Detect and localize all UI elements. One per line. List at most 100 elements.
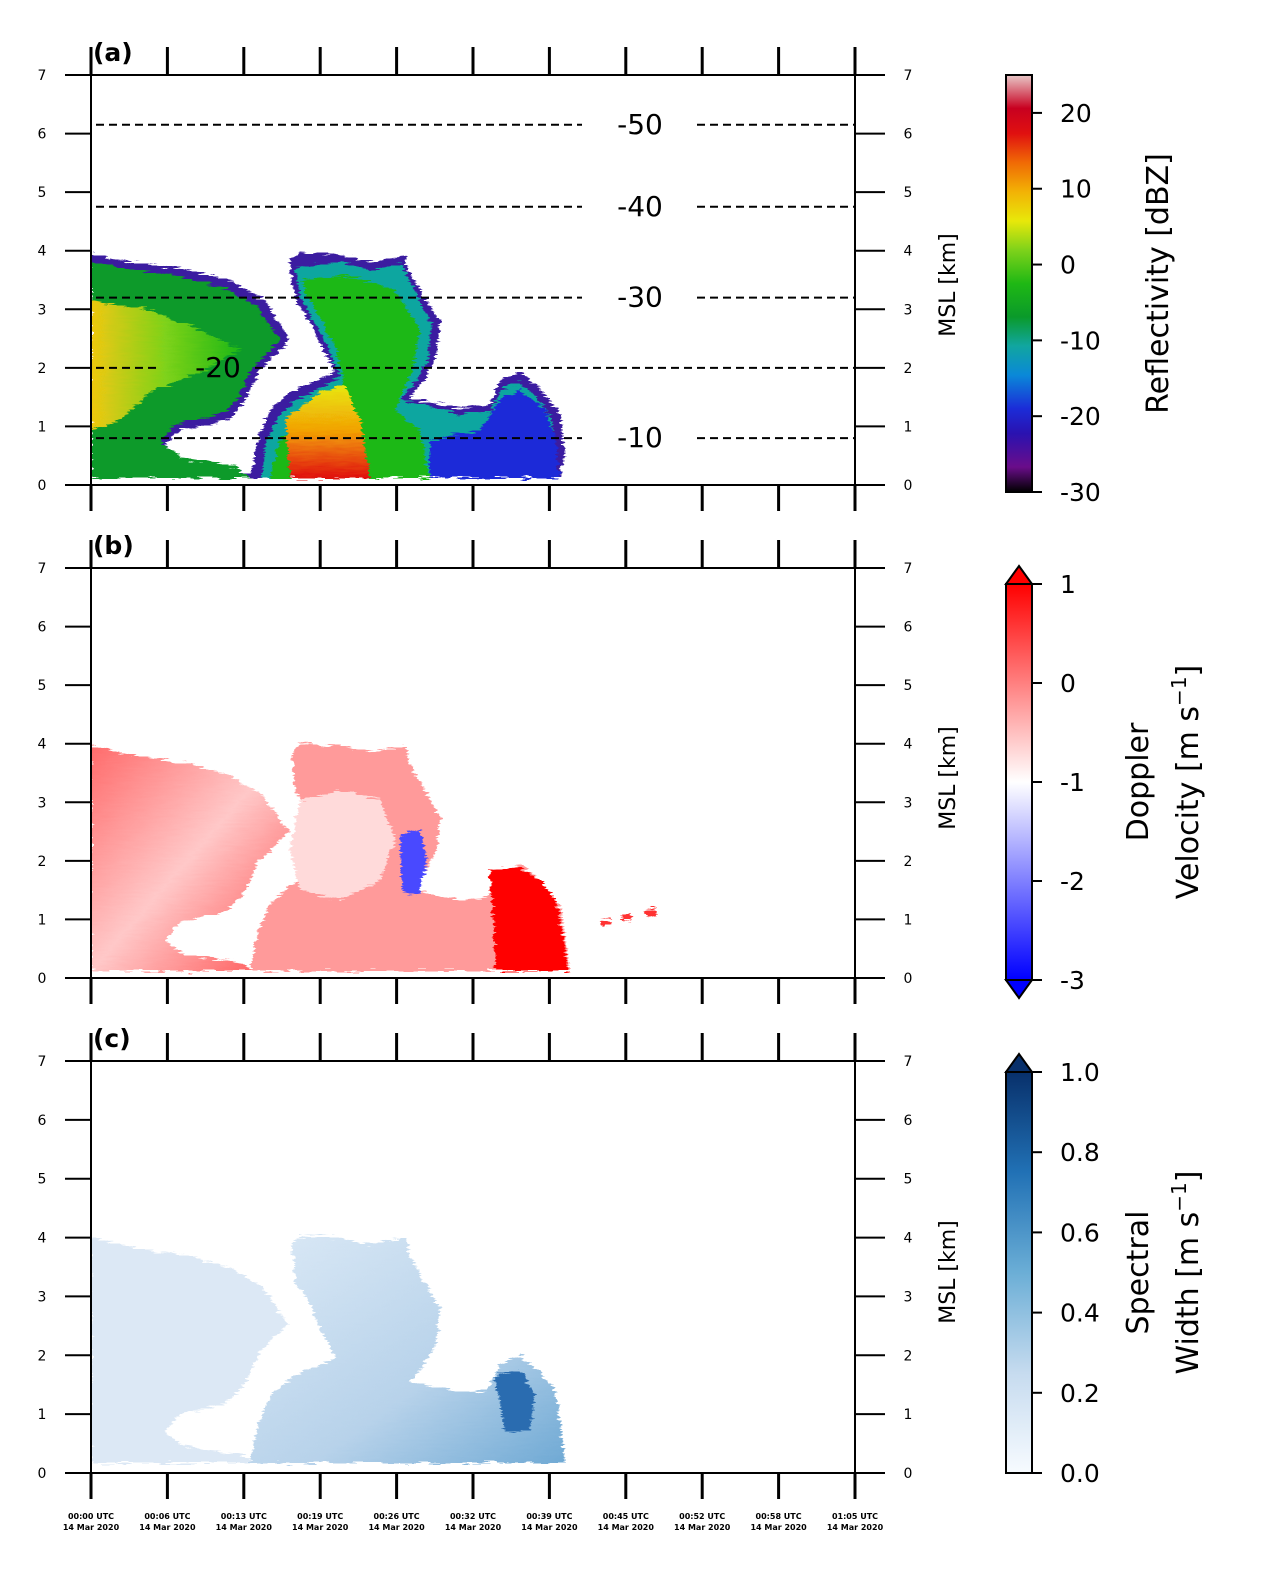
y-tick-label-left: 3 [38,302,47,318]
y-tick-label-left: 5 [38,1172,47,1188]
colorbar-tick-label: 1 [1060,570,1076,599]
y-tick-label-left: 4 [38,244,47,260]
y-tick-label-right: 2 [904,854,913,870]
y-tick-label-right: 7 [904,1054,913,1070]
colorbar-tick-label: 0.0 [1060,1459,1100,1488]
x-tick-label-time: 00:13 UTC [221,1512,267,1521]
colorbar-tick-label: 0.2 [1060,1379,1100,1408]
x-tick-label-time: 00:19 UTC [297,1512,343,1521]
panel-a-echo [91,252,565,478]
y-tick-label-left: 3 [38,1289,47,1305]
y-tick-label-right: 2 [904,1348,913,1364]
y-tick-label-right: 4 [904,737,913,753]
x-tick-label-date: 14 Mar 2020 [827,1523,884,1532]
y-tick-label-left: 2 [38,854,47,870]
y-tick-label-left: 0 [38,478,47,494]
y-tick-label-left: 7 [38,68,47,84]
echo-b-scatter [600,908,657,927]
y-tick-label-left: 0 [38,971,47,987]
colorbar-tick-label: -1 [1060,768,1085,797]
colorbar-label-line2: Width [m s−1] [1167,1171,1206,1375]
colorbar-tick-label: -30 [1060,478,1101,507]
panel-label: (b) [93,531,134,560]
y-tick-label-left: 0 [38,1466,47,1482]
y-tick-label-left: 7 [38,561,47,577]
y-tick-label-left: 6 [38,620,47,636]
isotherm-label: -10 [617,421,663,454]
y-tick-label-right: 2 [904,361,913,377]
axes-layer: 0 01 12 23 34 45 56 67 7(a)MSL [km]-30-20-100102… [38,38,1206,1532]
y-tick-label-right: 3 [904,302,913,318]
x-tick-label-date: 14 Mar 2020 [368,1523,425,1532]
y-tick-label-right: 0 [904,1466,913,1482]
y-axis-label: MSL [km] [936,1220,961,1324]
y-tick-label-right: 0 [904,478,913,494]
y-tick-label-right: 1 [904,419,913,435]
y-tick-label-right: 4 [904,1231,913,1247]
colorbar-tick-label: -2 [1060,867,1085,896]
echo-c-dark-patch [495,1370,535,1432]
colorbar-tick-label: 0 [1060,251,1076,280]
y-axis-label: MSL [km] [936,233,961,337]
x-tick-label-time: 00:06 UTC [144,1512,190,1521]
echo-b-mid-light [290,790,395,900]
y-tick-label-left: 1 [38,912,47,928]
y-axis-label: MSL [km] [936,726,961,830]
y-tick-label-left: 3 [38,795,47,811]
colorbar-extend-max [1004,1052,1034,1073]
x-tick-label-date: 14 Mar 2020 [445,1523,502,1532]
y-tick-label-right: 7 [904,561,913,577]
x-tick-label-time: 00:52 UTC [679,1512,725,1521]
isotherm-label: -20 [195,351,241,384]
echo-b-left [91,746,288,971]
colorbar-tick-label: -3 [1060,966,1085,995]
x-tick-label-time: 00:00 UTC [68,1512,114,1521]
x-tick-label-date: 14 Mar 2020 [292,1523,349,1532]
colorbar-label-line1: Spectral [1121,1211,1156,1335]
colorbar-label: Reflectivity [dBZ] [1141,153,1176,414]
echo-a-core [285,385,370,478]
colorbar-tick-label: -20 [1060,402,1101,431]
colorbar-extend-min [1004,979,1034,1000]
y-tick-label-right: 7 [904,68,913,84]
x-tick-label-time: 00:58 UTC [756,1512,802,1521]
colorbar-tick-label: 10 [1060,175,1092,204]
y-tick-label-right: 6 [904,620,913,636]
x-tick-label-time: 00:32 UTC [450,1512,496,1521]
y-tick-label-left: 6 [38,1113,47,1129]
colorbar-tick-label: 0.4 [1060,1299,1100,1328]
colorbar-label-line1: Doppler [1121,722,1156,841]
isotherm-label: -50 [617,108,663,141]
colorbar-2 [1005,1071,1033,1474]
y-tick-label-left: 1 [38,1407,47,1423]
y-tick-label-left: 7 [38,1054,47,1070]
x-tick-label-date: 14 Mar 2020 [674,1523,731,1532]
panel-label: (a) [93,38,133,67]
y-tick-label-right: 5 [904,678,913,694]
x-tick-label-date: 14 Mar 2020 [598,1523,655,1532]
panel-b-echo [91,744,657,971]
isotherm-label: -40 [617,190,663,223]
y-tick-label-right: 1 [904,1407,913,1423]
y-tick-label-right: 0 [904,971,913,987]
x-tick-label-date: 14 Mar 2020 [216,1523,273,1532]
colorbar-tick-label: 0 [1060,669,1076,698]
y-tick-label-right: 3 [904,795,913,811]
x-tick-label-time: 00:39 UTC [526,1512,572,1521]
colorbar-tick-label: -10 [1060,326,1101,355]
y-tick-label-left: 4 [38,1231,47,1247]
colorbar-label-line2: Velocity [m s−1] [1167,665,1206,900]
colorbar-tick-label: 1.0 [1060,1058,1100,1087]
x-tick-label-time: 00:45 UTC [603,1512,649,1521]
x-tick-label-date: 14 Mar 2020 [521,1523,578,1532]
echo-b-blue-patch [400,830,428,895]
panel-c-echo [91,1236,565,1463]
y-tick-label-left: 5 [38,678,47,694]
echo-a-right-blue [430,390,560,478]
y-tick-label-right: 5 [904,185,913,201]
colorbar-extend-max [1004,564,1034,585]
y-tick-label-left: 2 [38,361,47,377]
y-tick-label-right: 1 [904,912,913,928]
x-tick-label-date: 14 Mar 2020 [750,1523,807,1532]
